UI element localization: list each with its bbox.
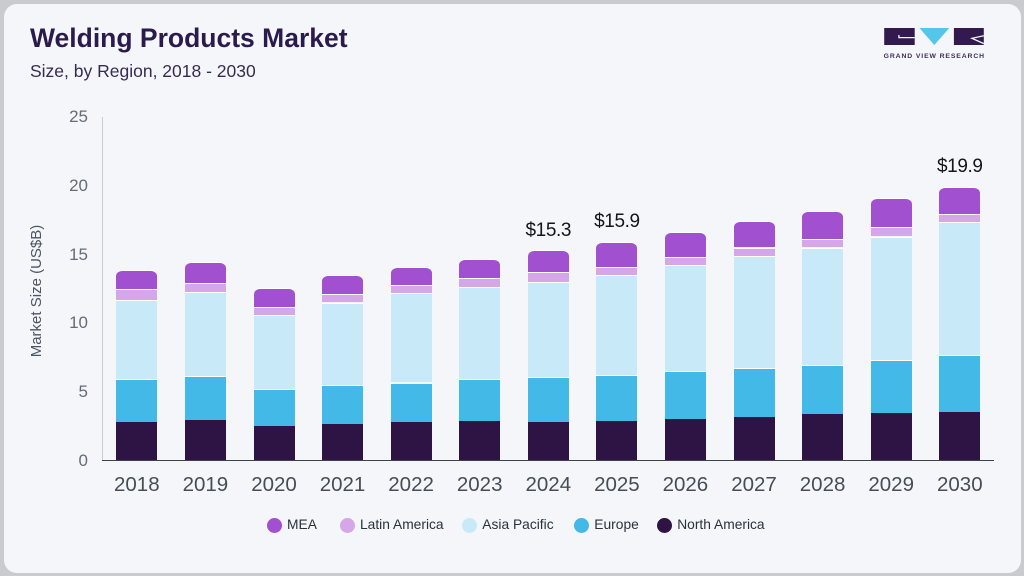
svg-text:GRAND VIEW RESEARCH: GRAND VIEW RESEARCH <box>884 53 985 60</box>
